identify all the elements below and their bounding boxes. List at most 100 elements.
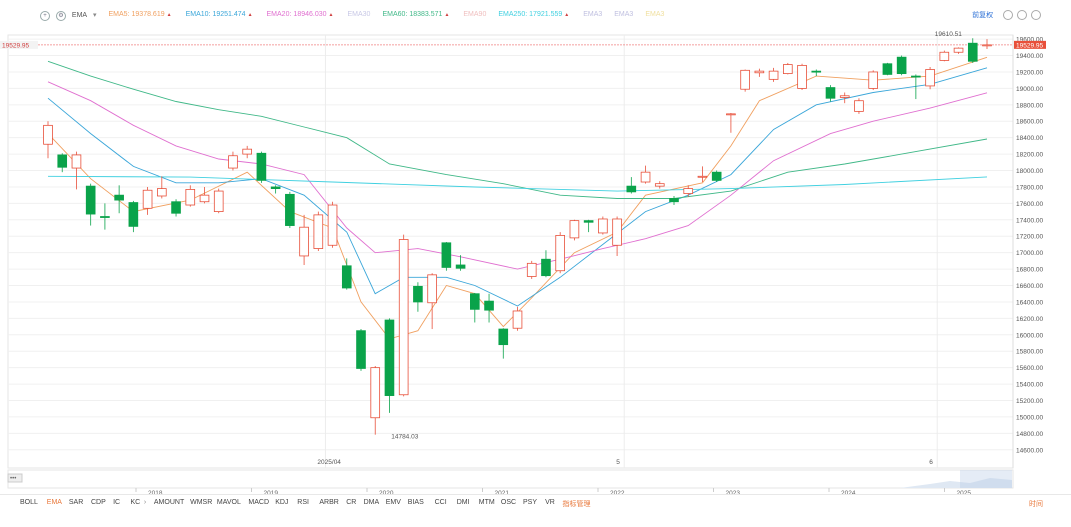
tab-vr[interactable]: VR (545, 499, 555, 506)
ema-legend-item[interactable]: EMA90 (463, 10, 488, 21)
candle[interactable] (498, 328, 509, 359)
candle[interactable] (654, 181, 665, 189)
candle[interactable] (939, 50, 950, 62)
tab-wmsr[interactable]: WMSR (190, 499, 213, 506)
candle[interactable] (811, 69, 822, 77)
tab-amount[interactable]: AMOUNT (153, 499, 185, 506)
candle[interactable] (71, 151, 82, 190)
tab-emv[interactable]: EMV (385, 499, 401, 506)
more-icon[interactable]: ••• (10, 476, 16, 482)
candle[interactable] (128, 200, 139, 233)
candle[interactable] (541, 250, 551, 278)
candle[interactable] (398, 234, 409, 397)
candle[interactable] (825, 85, 836, 102)
candle[interactable] (427, 273, 437, 330)
candle[interactable] (441, 241, 452, 271)
zoom-in-icon[interactable] (1031, 10, 1041, 21)
candle[interactable] (598, 216, 608, 235)
add-icon[interactable]: + (40, 10, 50, 21)
candle[interactable] (242, 145, 252, 159)
candle[interactable] (85, 183, 96, 226)
tab-bias[interactable]: BIAS (407, 499, 424, 506)
tab-mtm[interactable]: MTM (478, 499, 495, 506)
ema-legend-item[interactable]: EMA3 (614, 10, 635, 21)
tab-boll[interactable]: BOLL (20, 499, 38, 506)
tab-sar[interactable]: SAR (68, 499, 84, 506)
tab-ic[interactable]: IC (113, 499, 121, 506)
reset-icon[interactable] (1003, 10, 1014, 21)
tab-cdp[interactable]: CDP (91, 499, 106, 506)
candle[interactable] (669, 195, 679, 206)
tab-osc[interactable]: OSC (500, 499, 517, 506)
candle[interactable] (555, 232, 565, 274)
candle[interactable] (484, 293, 494, 323)
candle[interactable] (740, 69, 750, 92)
ema-legend-item[interactable]: EMA250: 17921.559 ▲ (498, 10, 573, 21)
tab-dmi[interactable]: DMI (456, 499, 470, 506)
navigator-left-handle[interactable] (7, 473, 23, 483)
candle[interactable] (356, 329, 366, 371)
candle[interactable] (512, 306, 523, 331)
candle[interactable] (797, 63, 807, 91)
candle[interactable] (612, 216, 622, 256)
indicator-name[interactable]: EMA (71, 11, 88, 19)
candle[interactable] (270, 185, 281, 194)
navigator-selection[interactable] (960, 470, 1012, 488)
chevron-down-icon[interactable]: ▾ (93, 11, 97, 19)
chevron-right-icon[interactable]: › (143, 499, 147, 506)
tab-cci[interactable]: CCI (434, 499, 447, 506)
candle[interactable] (967, 38, 978, 63)
candle[interactable] (413, 282, 423, 312)
candle[interactable] (882, 62, 893, 76)
candle[interactable] (697, 166, 708, 183)
candle[interactable] (982, 39, 992, 49)
candle[interactable] (157, 176, 167, 199)
tab-psy[interactable]: PSY (523, 499, 538, 506)
candle[interactable] (683, 185, 694, 197)
ema-legend-item[interactable]: EMA3 (645, 10, 666, 21)
candle[interactable] (626, 177, 637, 194)
candle[interactable] (911, 74, 921, 100)
candle[interactable] (526, 260, 537, 279)
candlestick-chart[interactable]: 19600.00 19400.00 19200.00 19000.00 18800.00… (0, 30, 1071, 494)
candle[interactable] (583, 219, 594, 233)
candle[interactable] (285, 191, 295, 229)
candle[interactable] (114, 185, 124, 214)
tab-ema[interactable]: EMA (46, 499, 62, 506)
tab-macd[interactable]: MACD (248, 499, 270, 506)
candle[interactable] (783, 62, 793, 75)
candle[interactable] (569, 219, 580, 241)
candle[interactable] (213, 188, 224, 214)
candle[interactable] (185, 185, 196, 207)
candle[interactable] (384, 318, 395, 413)
candle[interactable] (896, 55, 907, 76)
candle[interactable] (839, 92, 850, 104)
candle[interactable] (754, 68, 765, 77)
candle[interactable] (43, 121, 53, 159)
candle[interactable] (256, 151, 267, 183)
tab-cr[interactable]: CR (346, 499, 357, 506)
tab-arbr[interactable]: ARBR (319, 499, 339, 506)
ema-legend-item[interactable]: EMA60: 18383.571 ▲ (382, 10, 453, 21)
candle[interactable] (199, 186, 210, 204)
candle[interactable] (100, 203, 110, 230)
candle[interactable] (341, 258, 352, 290)
candle[interactable] (640, 165, 651, 184)
candle[interactable] (854, 98, 864, 114)
ema-legend-item[interactable]: EMA5: 19378.619 ▲ (109, 10, 176, 21)
candle[interactable] (953, 47, 964, 54)
candle[interactable] (711, 170, 722, 183)
tab-dma[interactable]: DMA (363, 499, 380, 506)
tab-rsi[interactable]: RSI (297, 499, 309, 506)
candle[interactable] (171, 199, 181, 217)
navigator[interactable] (7, 469, 1014, 489)
candle[interactable] (370, 366, 381, 435)
ema-legend-item[interactable]: EMA20: 18946.030 ▲ (267, 10, 338, 21)
tab-kdj[interactable]: KDJ (275, 499, 289, 506)
ema-legend-item[interactable]: EMA30 (347, 10, 372, 21)
tab-kc[interactable]: KC (130, 499, 141, 506)
ema-legend-item[interactable]: EMA10: 19251.474 ▲ (186, 10, 257, 21)
candle[interactable] (142, 186, 153, 215)
candle[interactable] (726, 113, 736, 133)
candle[interactable] (768, 67, 779, 82)
